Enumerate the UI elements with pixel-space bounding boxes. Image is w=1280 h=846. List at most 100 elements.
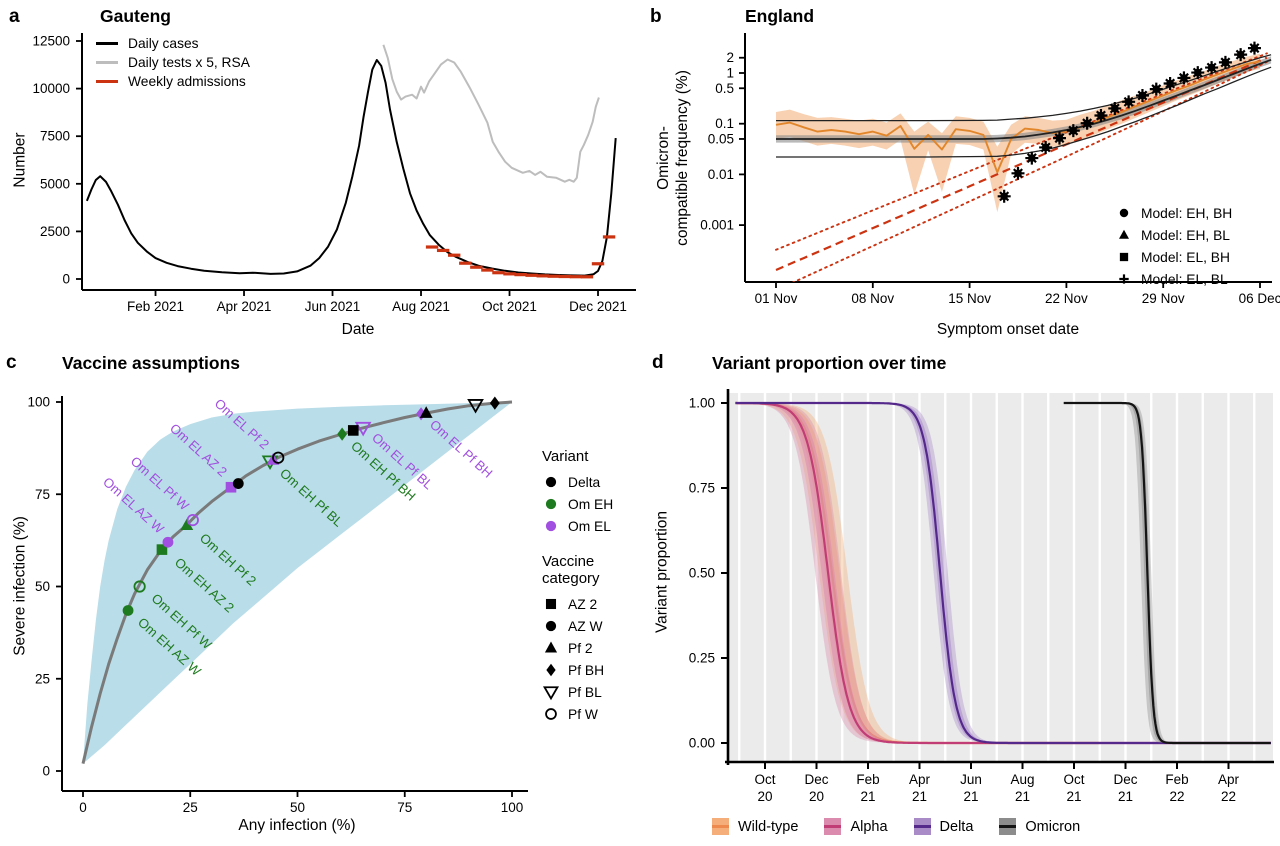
point-om-eh-pf-2 <box>180 518 194 531</box>
chart-graphic <box>81 33 636 291</box>
triangle-icon <box>542 639 560 657</box>
chart-graphic <box>1180 74 1188 82</box>
point-delta-pf-w <box>272 451 285 464</box>
line-omicron <box>1063 401 1271 745</box>
chart-graphic: 5000 <box>40 176 70 191</box>
chart-graphic: 50 <box>290 800 305 815</box>
circle-icon <box>1115 204 1133 222</box>
chart-graphic: Apr <box>909 772 931 787</box>
chart-graphic: Jun 2021 <box>305 299 361 314</box>
legend-label: Daily cases <box>128 36 199 51</box>
legend-label: Model: EL, BL <box>1141 271 1228 287</box>
point-om-eh-az-2 <box>156 544 168 555</box>
chart-graphic: 25 <box>183 800 198 815</box>
model-point-cluster <box>1234 48 1248 62</box>
panel-a-title: Gauteng <box>100 6 171 26</box>
model-point-cluster <box>1218 55 1232 69</box>
chart-graphic: 2 <box>726 50 734 65</box>
chart-graphic <box>133 580 146 593</box>
model-point-cluster <box>1149 82 1163 96</box>
chart-graphic: 22 <box>1169 789 1184 804</box>
model-point-cluster <box>1108 101 1122 115</box>
legend-item: Om EL <box>542 517 613 535</box>
chart-graphic: 7500 <box>40 129 70 144</box>
legend-item: Model: EL, BH <box>1115 248 1232 266</box>
chart-graphic <box>1221 58 1230 67</box>
point-delta-pf-bh <box>489 396 500 410</box>
model-point-cluster <box>1163 77 1177 91</box>
chart-graphic <box>744 33 1272 283</box>
panel-c-letter: c <box>6 352 17 373</box>
chart-graphic: 15 Nov <box>948 291 991 306</box>
sgtf-projection-upper <box>775 52 1268 251</box>
circle-icon <box>542 473 560 491</box>
chart-graphic <box>467 399 484 414</box>
chart-graphic: 1.00 <box>689 396 715 411</box>
legend-label: Pf W <box>568 706 598 722</box>
panel-d-plot <box>721 389 1274 769</box>
chart-graphic <box>232 478 244 489</box>
model-point-cluster <box>997 189 1011 203</box>
panel-b-legend: Model: EH, BH Model: EH, BL Model: EL, BH M… <box>1115 204 1232 292</box>
point-om-el-az-2 <box>225 481 237 493</box>
model-point-cluster <box>1052 131 1066 145</box>
chart-graphic <box>122 605 134 616</box>
panel-b-plot <box>739 33 1272 288</box>
triangle-icon <box>1115 226 1133 244</box>
chart-graphic: 21 <box>1015 789 1030 804</box>
chart-graphic <box>1083 119 1091 128</box>
chart-graphic: 20 <box>757 789 772 804</box>
legend-item: AZ 2 <box>542 595 613 613</box>
chart-graphic <box>1152 85 1161 93</box>
legend-item: Omicron <box>999 818 1080 835</box>
chart-graphic: 0.50 <box>689 566 715 581</box>
model-point-cluster <box>1080 116 1094 130</box>
chart-graphic: 0.001 <box>700 218 734 233</box>
chart-graphic: Apr 2021 <box>217 299 272 314</box>
legend-title: Vaccine category <box>542 553 600 587</box>
open-circle-icon <box>542 705 560 723</box>
chart-graphic: Apr <box>1218 772 1240 787</box>
panel-a-letter: a <box>9 6 20 27</box>
model-point-cluster <box>1247 41 1261 55</box>
chart-graphic <box>180 518 194 531</box>
legend-label: Pf BL <box>568 684 602 700</box>
legend-item: Daily tests x 5, RSA <box>96 55 250 70</box>
chart-graphic <box>156 544 168 555</box>
square-icon <box>1115 248 1133 266</box>
chart-graphic <box>1041 143 1050 152</box>
chart-graphic <box>347 425 359 436</box>
point-om-el-pf-bl <box>354 421 372 437</box>
chart-graphic: 08 Nov <box>851 291 894 306</box>
chart-graphic <box>416 407 426 421</box>
legend-label: Delta <box>568 474 601 490</box>
chart-graphic: 21 <box>1118 789 1133 804</box>
panel-b-ylabel-line2: compatible frequency (%) <box>674 70 691 246</box>
chart-graphic <box>61 396 528 792</box>
chart-graphic <box>85 44 617 279</box>
legend-swatch <box>999 818 1017 835</box>
chart-graphic: 21 <box>860 789 875 804</box>
chart-graphic: 10000 <box>32 81 70 96</box>
chart-graphic: Feb <box>856 772 879 787</box>
panel-b-title: England <box>745 6 815 26</box>
panel-d-letter: d <box>652 352 664 373</box>
legend-label: Alpha <box>850 818 888 835</box>
chart-graphic: 2500 <box>40 224 70 239</box>
legend-label: Model: EH, BH <box>1141 205 1233 221</box>
chart-graphic <box>1000 192 1008 201</box>
chart-graphic: 0.25 <box>689 651 715 666</box>
legend-item: Wild-type <box>712 818 798 835</box>
legend-item: Pf BH <box>542 661 613 679</box>
circle-icon <box>542 495 560 513</box>
legend-item: Pf BL <box>542 683 613 701</box>
legend-item: Model: EH, BH <box>1115 204 1232 222</box>
chart-graphic: 22 <box>1221 789 1236 804</box>
legend-item: Model: EL, BL <box>1115 270 1232 288</box>
model-point-cluster <box>1066 124 1080 138</box>
chart-graphic <box>337 427 348 441</box>
chart-graphic <box>1111 104 1119 113</box>
panel-c-legend: Variant Delta Om EH Om EL Vaccine category AZ… <box>542 448 613 727</box>
legend-swatch <box>824 818 842 835</box>
